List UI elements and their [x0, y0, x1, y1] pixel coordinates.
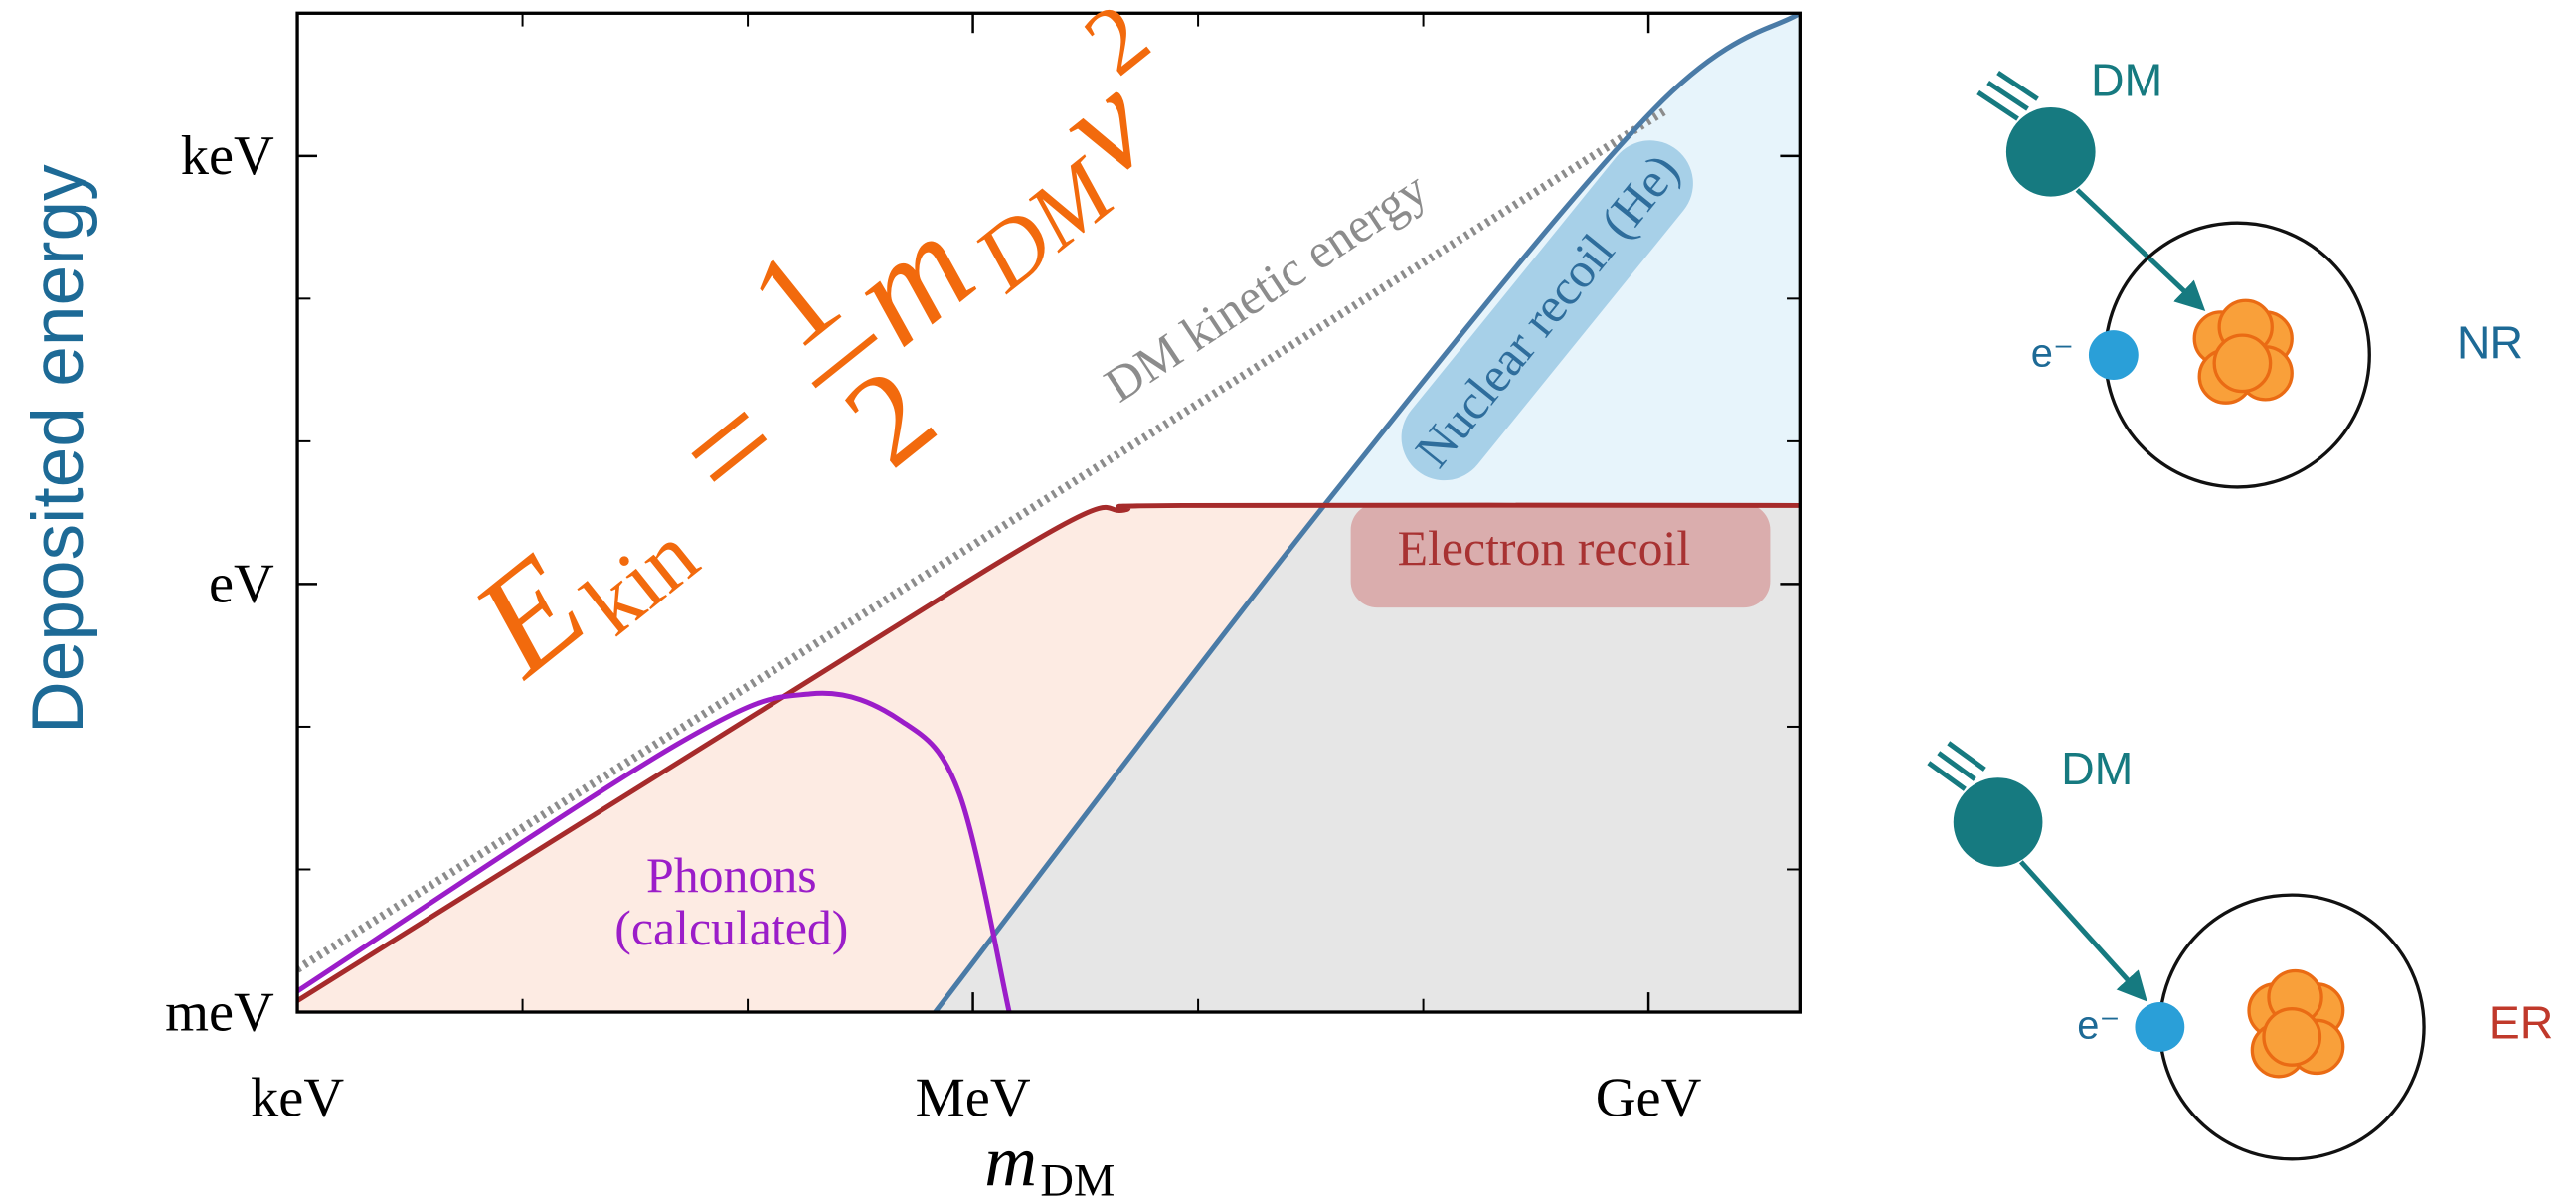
nucleus [2249, 971, 2343, 1077]
electron-label: e⁻ [2077, 1004, 2120, 1048]
dm-label: DM [2091, 54, 2162, 105]
x-tick-label: MeV [916, 1068, 1031, 1129]
y-tick-label: eV [209, 554, 274, 615]
x-axis-label: m [984, 1120, 1037, 1201]
y-tick-label: meV [165, 981, 274, 1043]
nr-diagram: e⁻ DM NR [1978, 54, 2523, 487]
electron-label: e⁻ [2031, 332, 2074, 376]
er-diagram: e⁻ DM ER [1929, 743, 2554, 1159]
x-tick-label: GeV [1596, 1068, 1702, 1129]
formula-denominator: 2 [818, 339, 961, 494]
x-axis-label-subscript: DM [1040, 1155, 1115, 1202]
dm-label: DM [2061, 743, 2133, 794]
series-label: Electron recoil [1398, 521, 1691, 576]
nr-label: NR [2457, 316, 2523, 368]
series-label: DM kinetic energy [1095, 161, 1436, 413]
formula-equals: = [646, 358, 811, 535]
er-label: ER [2490, 997, 2554, 1049]
electron [2135, 1002, 2184, 1052]
series-label: (calculated) [614, 901, 848, 955]
electron [2089, 330, 2139, 380]
y-axis-label: Deposited energy [18, 164, 98, 734]
y-tick-label: keV [181, 125, 274, 187]
arrow [2077, 190, 2201, 307]
dm-particle [2006, 107, 2096, 197]
formula-symbol: E [442, 524, 614, 706]
page: {"chart_data": { "type": "line", "xscale… [0, 0, 2576, 1202]
x-tick-label: keV [251, 1068, 344, 1129]
arrow [2021, 862, 2144, 997]
series-label: Phonons [646, 848, 817, 903]
nucleus [2194, 300, 2292, 403]
dm-particle [1954, 777, 2043, 867]
chart: meVeVkeVkeVMeVGeV DM kinetic energyNucle… [0, 0, 2576, 1202]
